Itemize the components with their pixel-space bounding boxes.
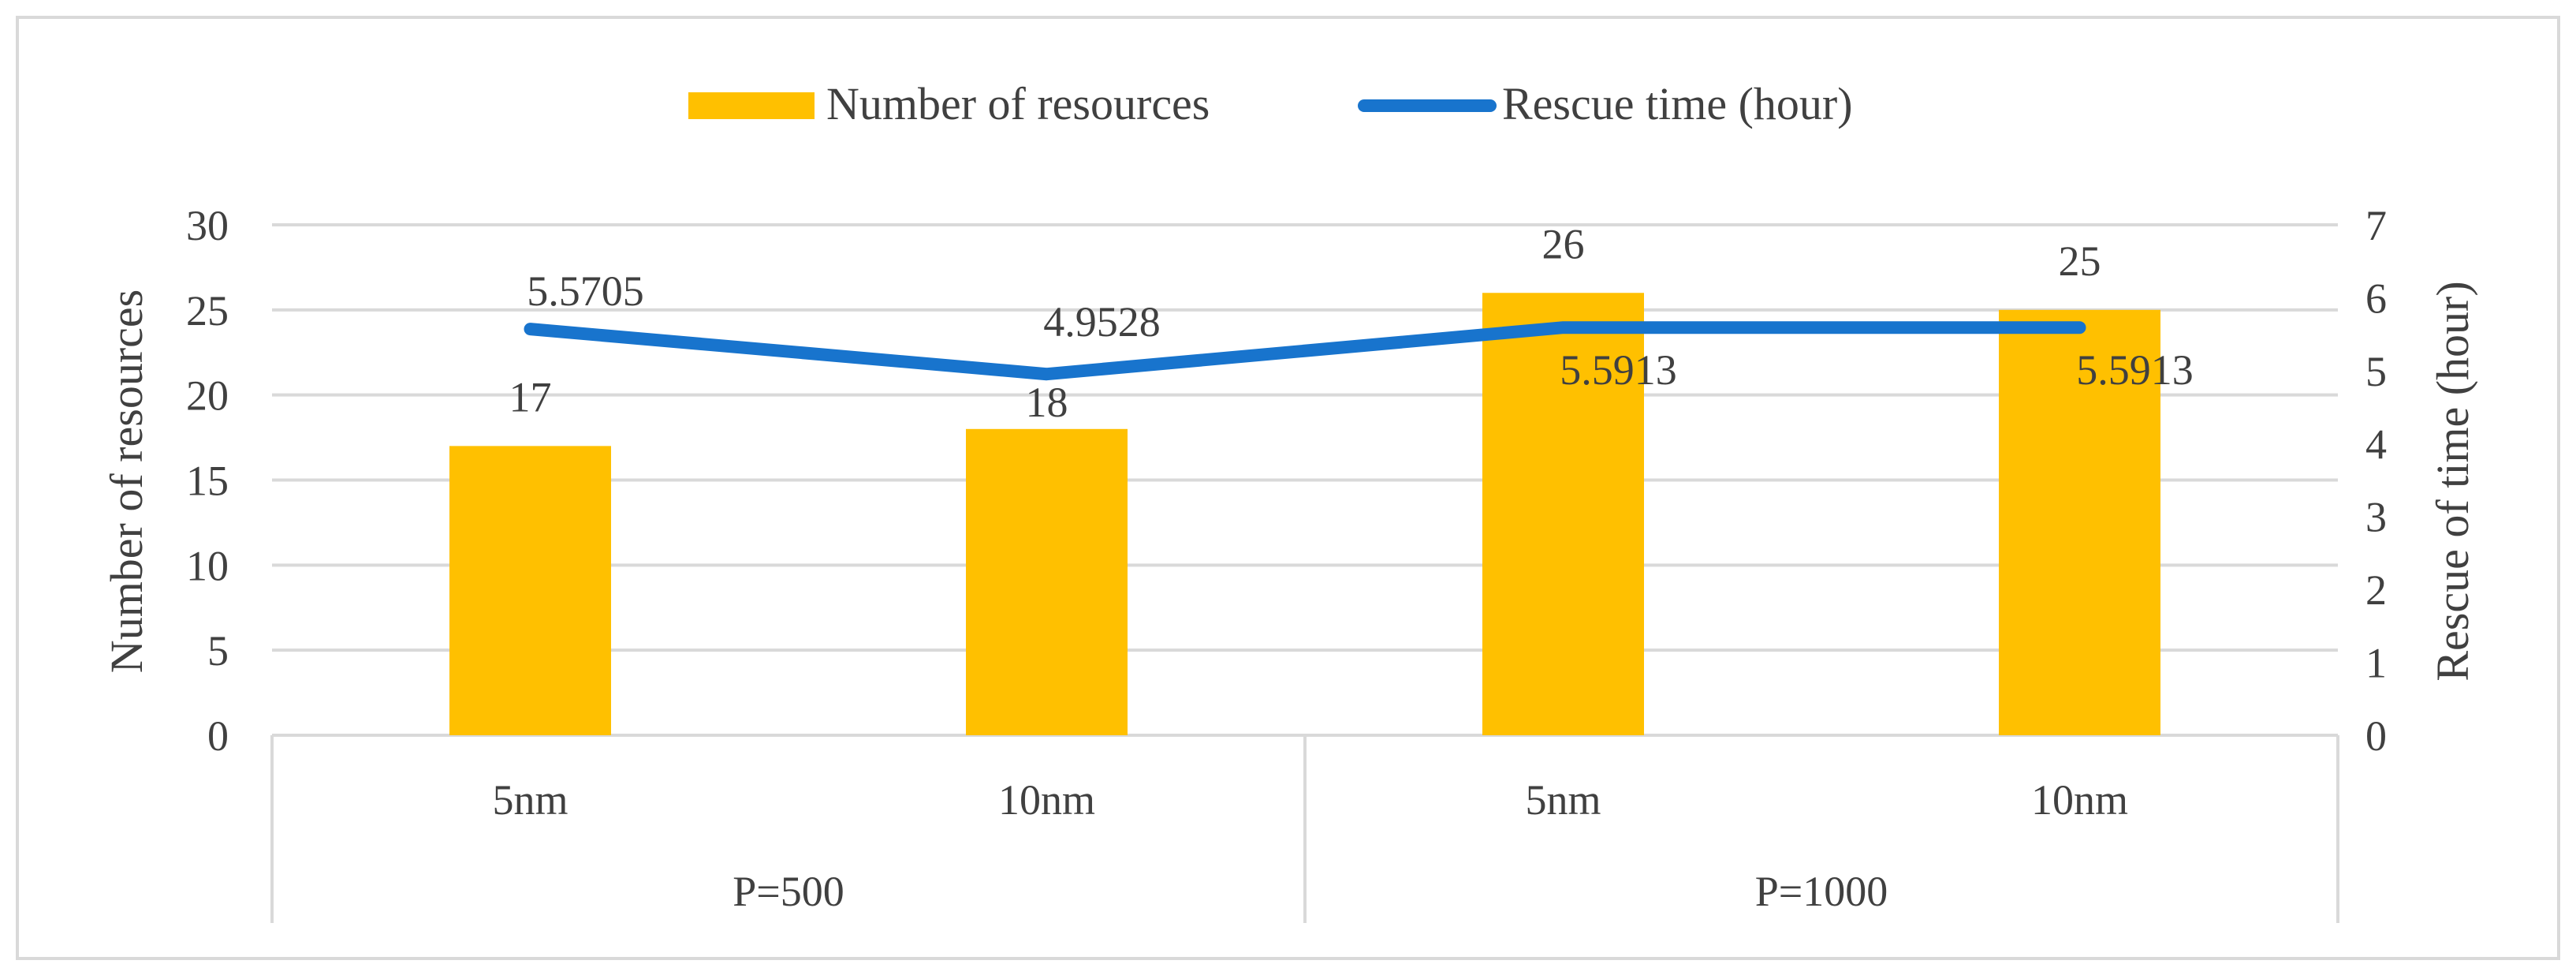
y-tick-label: 5 <box>207 627 229 674</box>
legend-swatch-bar <box>688 92 815 119</box>
x-tick-label: 10nm <box>998 776 1095 824</box>
line-value-label: 5.5913 <box>2076 346 2194 394</box>
bar <box>1999 309 2160 735</box>
bar <box>449 446 611 735</box>
line-value-label: 4.9528 <box>1043 298 1161 346</box>
x-tick-label: 5nm <box>1525 776 1601 824</box>
line-series <box>524 321 2086 381</box>
y2-tick-label: 2 <box>2365 566 2387 614</box>
y-tick-label: 20 <box>186 372 229 420</box>
y-axis-title: Number of resources <box>101 290 152 673</box>
x-tick-label: 5nm <box>492 776 568 824</box>
line-value-label: 5.5913 <box>1560 346 1677 394</box>
group-label: P=500 <box>733 868 844 915</box>
legend: Number of resources Rescue time (hour) <box>688 78 1853 129</box>
y-tick-label: 30 <box>186 202 229 249</box>
y2-axis-title: Rescue of time (hour) <box>2427 281 2478 681</box>
y2-tick-label: 3 <box>2365 494 2387 541</box>
x-axis-ticks: 5nm 10nm 5nm 10nm P=500 P=1000 <box>492 776 2128 915</box>
bar <box>966 428 1128 735</box>
right-axis-ticks: 0 1 2 3 4 5 6 7 <box>2365 202 2387 760</box>
y2-tick-label: 7 <box>2365 202 2387 249</box>
bar-value-label: 26 <box>1542 220 1585 267</box>
bar-value-label: 17 <box>509 373 552 420</box>
x-tick-label: 10nm <box>2031 776 2128 824</box>
chart-frame <box>16 16 2560 960</box>
data-labels: 17 18 26 25 5.5705 4.9528 5.5913 5.5913 <box>509 220 2194 426</box>
legend-label-bar: Number of resources <box>826 78 1210 129</box>
legend-label-line: Rescue time (hour) <box>1502 78 1853 129</box>
y-tick-label: 10 <box>186 542 229 589</box>
gridlines <box>272 223 2338 737</box>
y-tick-label: 15 <box>186 458 229 505</box>
y2-tick-label: 1 <box>2365 640 2387 687</box>
y2-tick-label: 0 <box>2365 712 2387 760</box>
bar-value-label: 18 <box>1026 379 1068 426</box>
y2-tick-label: 5 <box>2365 348 2387 395</box>
y2-tick-label: 4 <box>2365 420 2387 468</box>
y-tick-label: 25 <box>186 287 229 334</box>
category-axis <box>270 735 2339 923</box>
left-axis-ticks: 0 5 10 15 20 25 30 <box>186 202 229 760</box>
bar-value-label: 25 <box>2059 237 2101 285</box>
bar <box>1482 293 1644 735</box>
bar-series <box>449 293 2160 735</box>
series-line <box>524 321 2086 381</box>
y-tick-label: 0 <box>207 712 229 760</box>
y2-tick-label: 6 <box>2365 275 2387 322</box>
line-value-label: 5.5705 <box>527 267 644 315</box>
group-label: P=1000 <box>1755 868 1888 915</box>
